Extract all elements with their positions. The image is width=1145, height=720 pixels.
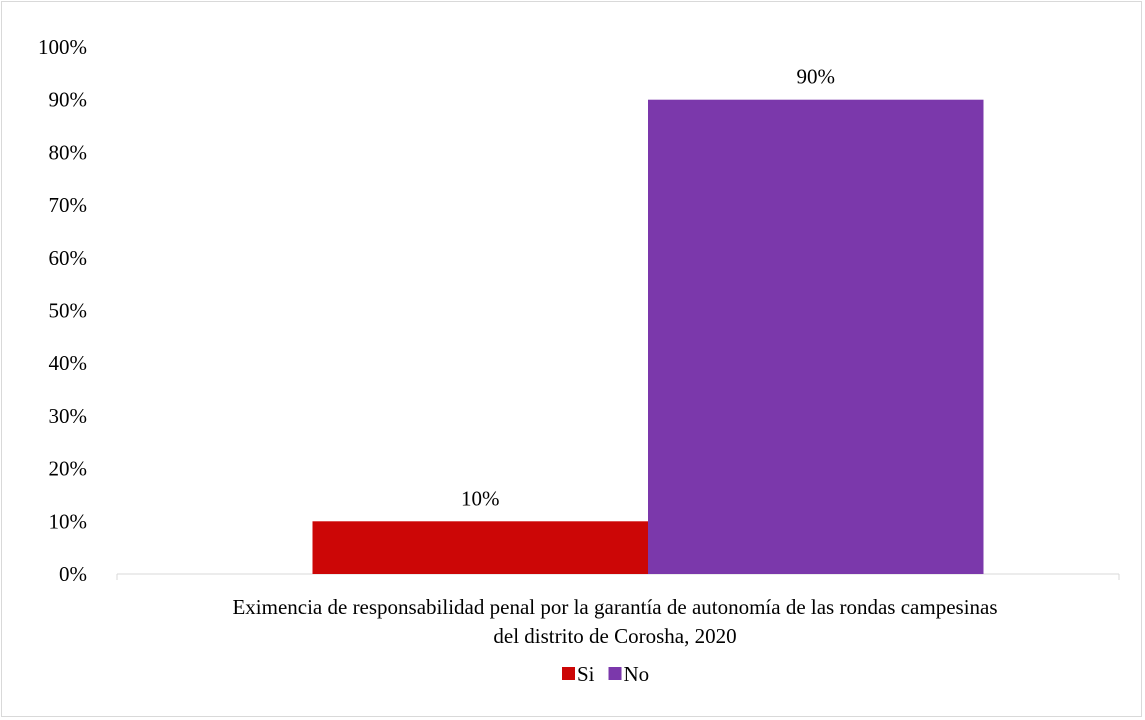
legend: Si No xyxy=(562,662,649,686)
y-tick-label: 100% xyxy=(38,35,87,59)
y-tick-label: 80% xyxy=(49,140,88,164)
data-label-no: 90% xyxy=(797,65,836,89)
y-tick-label: 30% xyxy=(49,404,88,428)
x-axis-tick-marks xyxy=(116,574,1120,580)
bar-no xyxy=(648,99,984,574)
y-tick-label: 70% xyxy=(49,193,88,217)
data-labels: 10% 90% xyxy=(461,65,835,511)
legend-swatch-no xyxy=(608,667,622,680)
category-label: Eximencia de responsabilidad penal por l… xyxy=(232,595,997,648)
legend-swatch-si xyxy=(562,667,575,680)
y-axis-ticks: 0% 10% 20% 30% 40% 50% 60% 70% 80% 90% 100% xyxy=(38,35,87,586)
y-tick-label: 60% xyxy=(49,246,88,270)
y-tick-label: 10% xyxy=(49,509,88,533)
category-label-line: del distrito de Corosha, 2020 xyxy=(493,624,736,648)
y-tick-label: 90% xyxy=(49,88,88,112)
legend-label-si: Si xyxy=(577,662,595,686)
y-tick-label: 40% xyxy=(49,351,88,375)
y-tick-label: 0% xyxy=(59,562,87,586)
y-tick-label: 50% xyxy=(49,299,88,323)
category-label-line: Eximencia de responsabilidad penal por l… xyxy=(232,595,997,619)
bars xyxy=(312,99,984,574)
bar-si xyxy=(312,521,648,574)
y-tick-label: 20% xyxy=(49,457,88,481)
data-label-si: 10% xyxy=(461,486,500,510)
legend-label-no: No xyxy=(624,662,650,686)
